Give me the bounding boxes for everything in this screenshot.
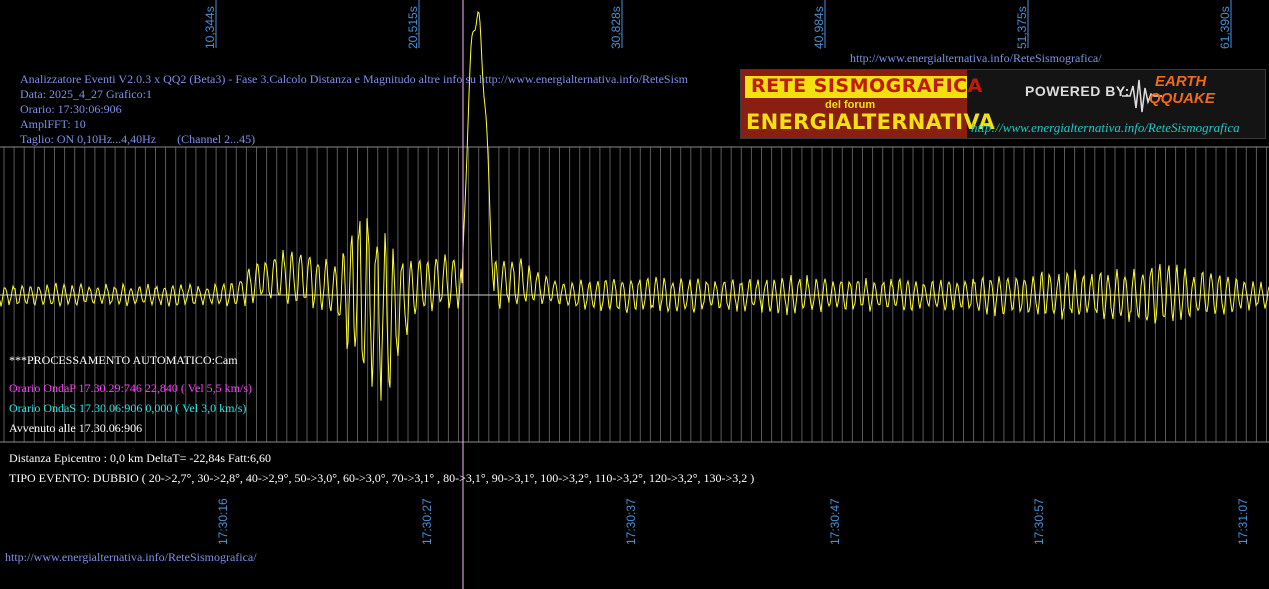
logo-url[interactable]: http://www.energialternativa.info/ReteSi… bbox=[971, 120, 1240, 135]
header-line-time: Orario: 17:30:06:906 bbox=[20, 102, 122, 116]
bottom-tick-label: 17:31:07 bbox=[1236, 498, 1250, 545]
top-tick-label: 30,828s bbox=[609, 6, 623, 49]
bottom-url-link[interactable]: http://www.energialternativa.info/ReteSi… bbox=[5, 550, 257, 564]
top-tick-label: 20,515s bbox=[406, 6, 420, 49]
onda-p-time: Orario OndaP 17.30.29:746 22,840 ( Vel 5… bbox=[9, 381, 252, 395]
header-line-filter: Taglio: ON 0,10Hz...4,40Hz (Channel 2...… bbox=[20, 132, 256, 146]
header-line-title: Analizzatore Eventi V2.0.3 x QQ2 (Beta3)… bbox=[20, 72, 688, 86]
bottom-tick-label: 17:30:27 bbox=[420, 498, 434, 545]
epicenter-distance: Distanza Epicentro : 0,0 km DeltaT= -22,… bbox=[9, 451, 272, 465]
processing-title: ***PROCESSAMENTO AUTOMATICO:Cam bbox=[9, 353, 238, 367]
seismo-wave-icon bbox=[1122, 79, 1162, 113]
onda-s-time: Orario OndaS 17.30.06:906 0,000 ( Vel 3,… bbox=[9, 401, 247, 415]
logo-yellow-bar bbox=[745, 76, 967, 98]
top-tick-label: 40,984s bbox=[812, 6, 826, 49]
logo-powered-by: POWERED BY: bbox=[1025, 83, 1130, 99]
seismic-trace bbox=[0, 10, 1269, 401]
header-line-date: Data: 2025_4_27 Grafico:1 bbox=[20, 87, 152, 101]
bottom-tick-label: 17:30:57 bbox=[1032, 498, 1046, 545]
top-tick-label: 61,390s bbox=[1218, 6, 1232, 49]
logo-forum-name: ENERGIALTERNATIVA bbox=[746, 110, 995, 134]
top-tick-label: 51,375s bbox=[1015, 6, 1029, 49]
event-type: TIPO EVENTO: DUBBIO ( 20->2,7°, 30->2,8°… bbox=[9, 471, 755, 485]
avvenuto-time: Avvenuto alle 17.30.06:906 bbox=[9, 421, 143, 435]
rete-sismografica-logo: RETE SISMOGRAFICA del forum ENERGIALTERN… bbox=[740, 69, 1266, 139]
top-tick-label: 10,344s bbox=[203, 6, 217, 49]
top-tick-marks bbox=[215, 0, 1232, 48]
bottom-tick-label: 17:30:47 bbox=[828, 498, 842, 545]
header-line-ampl: AmplFFT: 10 bbox=[20, 117, 86, 131]
logo-title: RETE SISMOGRAFICA bbox=[751, 75, 983, 97]
top-url-link[interactable]: http://www.energialternativa.info/ReteSi… bbox=[850, 51, 1102, 65]
bottom-tick-label: 17:30:16 bbox=[216, 498, 230, 545]
logo-brand-qquake: QQUAKE bbox=[1149, 90, 1215, 107]
logo-brand-earth: EARTH bbox=[1155, 73, 1207, 90]
logo-subtitle: del forum bbox=[825, 99, 876, 111]
bottom-tick-label: 17:30:37 bbox=[624, 498, 638, 545]
